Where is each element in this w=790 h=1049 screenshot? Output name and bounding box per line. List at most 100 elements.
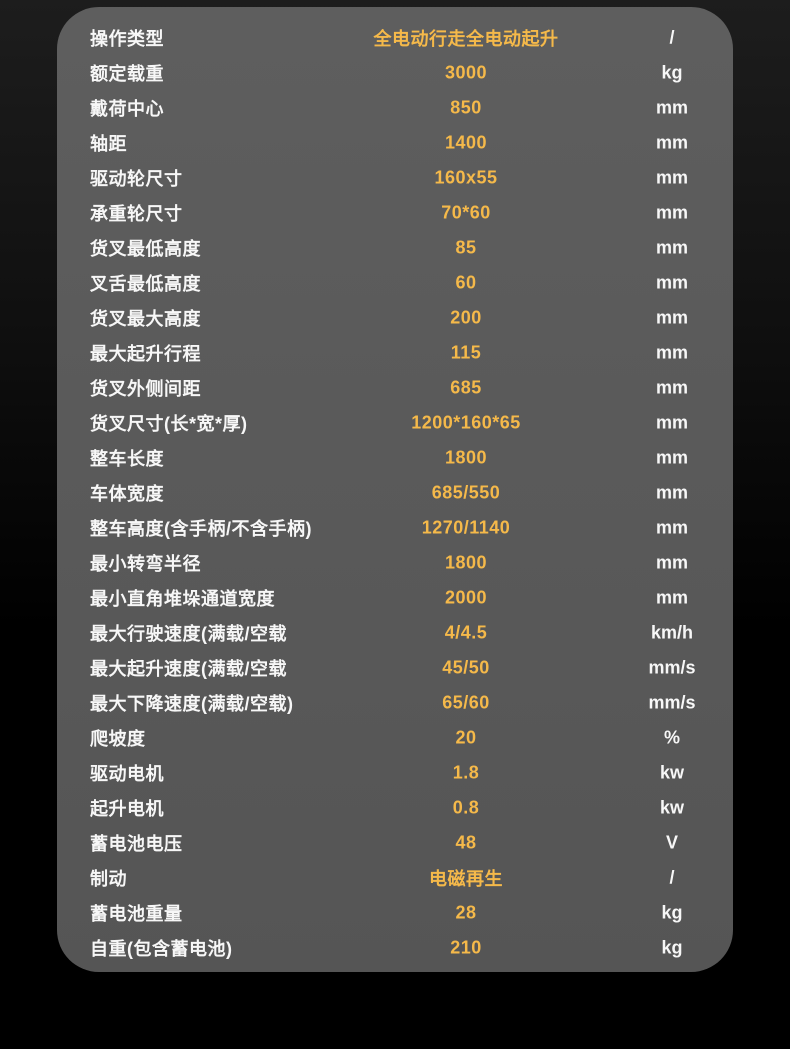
spec-unit: mm [655,587,688,607]
spec-unit: mm [655,167,688,187]
spec-label: 货叉最低高度 [90,238,201,259]
spec-value: 1400 [444,132,488,152]
spec-unit: mm [655,132,688,152]
spec-label: 最大行驶速度(满载/空载 [90,623,287,644]
spec-row: 货叉尺寸(长*宽*厚) 1200*160*65 mm [57,405,733,440]
spec-row: 最大行驶速度(满载/空载 4/4.5 km/h [57,615,733,650]
spec-unit: kw [659,797,684,817]
spec-unit: kg [661,902,683,922]
spec-row: 最大起升行程 115 mm [57,335,733,370]
spec-label: 最大下降速度(满载/空载) [90,693,294,714]
spec-unit: mm [655,307,688,327]
spec-label: 驱动轮尺寸 [90,168,183,189]
spec-table: 操作类型 全电动行走全电动起升 / 额定载重 3000 kg 戴荷中心 850 … [57,20,733,965]
spec-value: 0.8 [452,797,480,817]
spec-unit: mm [655,447,688,467]
spec-row: 蓄电池重量 28 kg [57,895,733,930]
spec-row: 整车长度 1800 mm [57,440,733,475]
spec-label: 最小转弯半径 [90,553,201,574]
spec-unit: km/h [650,622,693,642]
spec-label: 整车长度 [90,448,164,469]
spec-value: 115 [450,342,482,362]
spec-unit: mm [655,342,688,362]
spec-row: 操作类型 全电动行走全电动起升 / [57,20,733,55]
spec-row: 额定载重 3000 kg [57,55,733,90]
spec-row: 制动 电磁再生 / [57,860,733,895]
spec-label: 货叉外侧间距 [90,378,201,399]
spec-row: 货叉外侧间距 685 mm [57,370,733,405]
spec-row: 货叉最低高度 85 mm [57,230,733,265]
spec-value: 4/4.5 [444,622,488,642]
spec-unit: / [669,27,675,47]
spec-row: 爬坡度 20 % [57,720,733,755]
spec-unit: mm [655,412,688,432]
spec-label: 整车高度(含手柄/不含手柄) [90,518,312,539]
spec-value: 1270/1140 [421,517,511,537]
spec-row: 车体宽度 685/550 mm [57,475,733,510]
spec-value: 20 [455,727,477,747]
spec-unit: mm/s [648,657,696,677]
spec-row: 蓄电池电压 48 V [57,825,733,860]
spec-unit: / [669,867,675,887]
spec-label: 车体宽度 [90,483,164,504]
spec-value: 1200*160*65 [411,412,521,432]
spec-value: 全电动行走全电动起升 [373,28,559,49]
spec-row: 最小直角堆垛通道宽度 2000 mm [57,580,733,615]
spec-value: 3000 [444,62,488,82]
spec-label: 驱动电机 [90,763,164,784]
spec-unit: mm [655,552,688,572]
spec-label: 自重(包含蓄电池) [90,938,233,959]
spec-label: 蓄电池电压 [90,833,183,854]
spec-value: 1800 [444,552,488,572]
spec-unit: mm [655,482,688,502]
spec-unit: % [663,727,680,747]
spec-label: 最大起升速度(满载/空载 [90,658,287,679]
spec-label: 承重轮尺寸 [90,203,183,224]
spec-row: 自重(包含蓄电池) 210 kg [57,930,733,965]
spec-value: 85 [455,237,477,257]
spec-label: 爬坡度 [90,728,146,749]
spec-row: 最大下降速度(满载/空载) 65/60 mm/s [57,685,733,720]
spec-unit: mm [655,517,688,537]
spec-label: 操作类型 [90,28,164,49]
spec-value: 200 [450,307,482,327]
spec-row: 最小转弯半径 1800 mm [57,545,733,580]
spec-label: 额定载重 [90,63,164,84]
spec-row: 驱动电机 1.8 kw [57,755,733,790]
spec-row: 最大起升速度(满载/空载 45/50 mm/s [57,650,733,685]
spec-value: 210 [450,937,482,957]
spec-value: 65/60 [442,692,490,712]
spec-row: 起升电机 0.8 kw [57,790,733,825]
spec-label: 最大起升行程 [90,343,201,364]
spec-value: 电磁再生 [429,868,503,889]
spec-value: 48 [455,832,477,852]
spec-label: 叉舌最低高度 [90,273,201,294]
spec-unit: mm [655,272,688,292]
spec-label: 货叉尺寸(长*宽*厚) [90,413,248,434]
spec-label: 蓄电池重量 [90,903,183,924]
spec-label: 轴距 [90,133,127,154]
spec-row: 货叉最大高度 200 mm [57,300,733,335]
spec-unit: kw [659,762,684,782]
spec-value: 160x55 [434,167,498,187]
spec-row: 整车高度(含手柄/不含手柄) 1270/1140 mm [57,510,733,545]
spec-value: 2000 [444,587,488,607]
spec-row: 驱动轮尺寸 160x55 mm [57,160,733,195]
spec-row: 承重轮尺寸 70*60 mm [57,195,733,230]
spec-value: 45/50 [442,657,490,677]
spec-row: 戴荷中心 850 mm [57,90,733,125]
spec-row: 轴距 1400 mm [57,125,733,160]
spec-value: 70*60 [441,202,491,222]
spec-unit: mm [655,377,688,397]
spec-value: 1800 [444,447,488,467]
spec-value: 28 [455,902,477,922]
spec-unit: kg [661,62,683,82]
spec-unit: V [665,832,678,852]
spec-unit: mm [655,237,688,257]
spec-value: 685/550 [431,482,501,502]
spec-row: 叉舌最低高度 60 mm [57,265,733,300]
spec-unit: mm [655,97,688,117]
spec-label: 起升电机 [90,798,164,819]
spec-label: 货叉最大高度 [90,308,201,329]
